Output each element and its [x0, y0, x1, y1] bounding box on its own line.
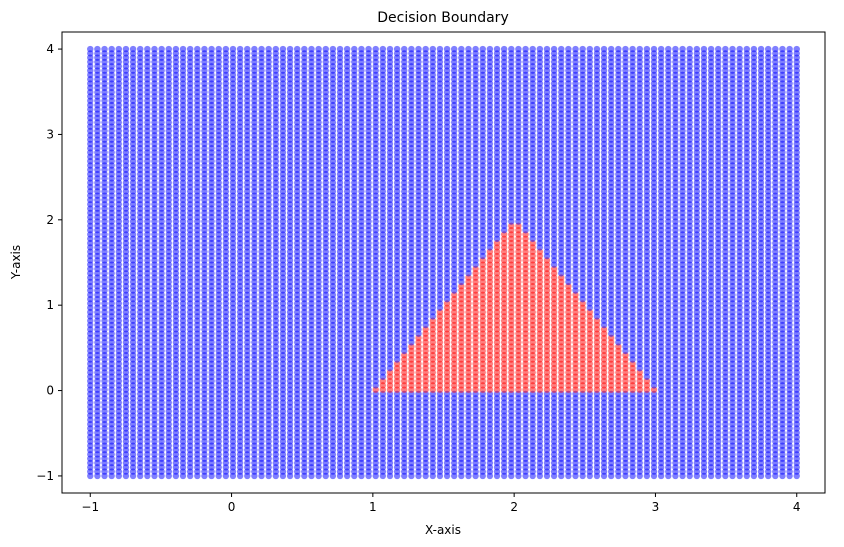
point-outside	[294, 45, 301, 53]
point-outside	[186, 45, 194, 53]
point-outside	[379, 45, 387, 53]
point-outside	[272, 45, 279, 53]
point-outside	[258, 45, 265, 53]
point-outside	[265, 45, 272, 53]
point-outside	[408, 45, 415, 53]
point-outside	[365, 45, 372, 53]
point-outside	[372, 45, 379, 53]
scatter-points	[87, 45, 800, 480]
point-outside	[229, 45, 237, 53]
point-outside	[215, 45, 222, 53]
point-outside	[151, 45, 158, 53]
point-outside	[322, 45, 329, 53]
point-outside	[286, 45, 294, 53]
point-outside	[201, 45, 208, 53]
point-outside	[208, 45, 215, 53]
point-outside	[308, 45, 315, 53]
point-outside	[172, 45, 180, 53]
point-outside	[244, 45, 251, 53]
point-outside	[279, 45, 287, 53]
point-outside	[94, 45, 101, 53]
point-outside	[129, 45, 137, 53]
chart-title: Decision Boundary	[377, 10, 508, 26]
point-outside	[194, 45, 201, 53]
point-outside	[87, 45, 94, 53]
point-outside	[393, 45, 401, 53]
point-outside	[222, 45, 230, 53]
point-outside	[358, 45, 365, 53]
point-outside	[179, 45, 187, 53]
point-outside	[343, 45, 351, 53]
point-outside	[137, 45, 144, 53]
point-outside	[401, 45, 408, 53]
point-outside	[315, 45, 322, 53]
point-outside	[158, 45, 165, 53]
point-outside	[144, 45, 151, 53]
point-outside	[351, 45, 358, 53]
point-outside	[415, 45, 422, 53]
point-outside	[336, 45, 344, 53]
point-outside	[329, 45, 337, 53]
point-outside	[165, 45, 172, 53]
point-outside	[122, 45, 130, 53]
point-outside	[386, 45, 394, 53]
point-outside	[101, 45, 108, 53]
point-outside	[115, 45, 123, 53]
point-outside	[108, 45, 115, 53]
point-outside	[429, 45, 436, 53]
point-outside	[301, 45, 308, 53]
point-outside	[251, 45, 258, 53]
point-outside	[236, 45, 244, 53]
point-outside	[422, 45, 429, 53]
